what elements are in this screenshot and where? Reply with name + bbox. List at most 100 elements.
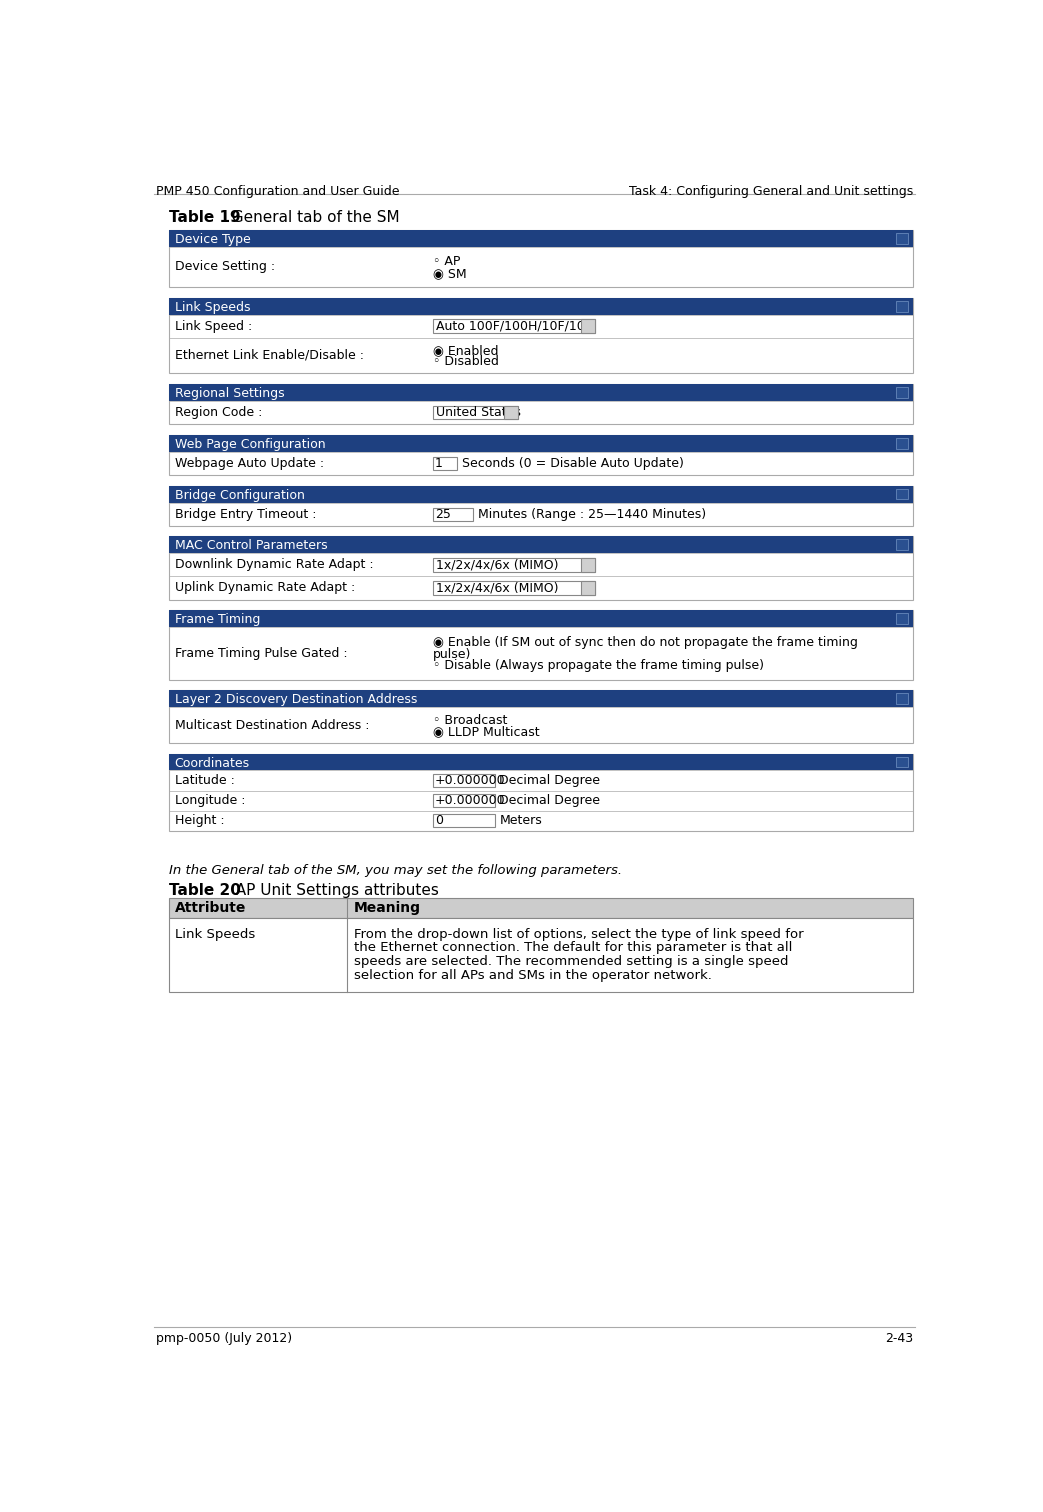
- Bar: [169, 298, 913, 314]
- Text: Regional Settings: Regional Settings: [174, 387, 284, 401]
- Text: ◉ LLDP Multicast: ◉ LLDP Multicast: [433, 726, 539, 738]
- Text: Meaning: Meaning: [354, 901, 420, 915]
- Bar: [433, 774, 494, 788]
- Text: –: –: [899, 491, 905, 500]
- Text: MAC Control Parameters: MAC Control Parameters: [174, 540, 328, 552]
- Bar: [896, 438, 908, 449]
- Text: –: –: [899, 615, 905, 626]
- Bar: [896, 756, 908, 768]
- Text: Attribute: Attribute: [175, 901, 247, 915]
- Text: –: –: [899, 440, 905, 451]
- Text: –: –: [899, 236, 905, 245]
- Text: ◉ Enabled: ◉ Enabled: [433, 343, 499, 357]
- Bar: [896, 540, 908, 550]
- Bar: [896, 233, 908, 243]
- Text: General tab of the SM: General tab of the SM: [222, 210, 399, 225]
- Bar: [433, 405, 518, 419]
- Bar: [896, 387, 908, 398]
- Bar: [433, 558, 596, 572]
- Bar: [896, 488, 908, 499]
- Bar: [169, 611, 913, 679]
- Bar: [169, 298, 913, 373]
- Bar: [169, 435, 913, 475]
- Text: Seconds (0 = Disable Auto Update): Seconds (0 = Disable Auto Update): [462, 457, 684, 470]
- Bar: [169, 753, 913, 771]
- Text: speeds are selected. The recommended setting is a single speed: speeds are selected. The recommended set…: [354, 956, 789, 968]
- Bar: [896, 614, 908, 624]
- Text: PMP 450 Configuration and User Guide: PMP 450 Configuration and User Guide: [156, 184, 399, 198]
- Text: ▼: ▼: [508, 408, 514, 417]
- Text: ◦ Disable (Always propagate the frame timing pulse): ◦ Disable (Always propagate the frame ti…: [433, 659, 763, 673]
- Text: Link Speed :: Link Speed :: [175, 319, 252, 333]
- Bar: [433, 794, 494, 807]
- Bar: [169, 485, 913, 526]
- Bar: [169, 753, 913, 830]
- Text: pulse): pulse): [433, 647, 471, 661]
- Text: Uplink Dynamic Rate Adapt :: Uplink Dynamic Rate Adapt :: [175, 582, 356, 594]
- Text: Link Speeds: Link Speeds: [175, 927, 256, 940]
- Text: –: –: [899, 759, 905, 770]
- Text: Frame Timing: Frame Timing: [174, 614, 260, 626]
- Text: Longitude :: Longitude :: [175, 794, 246, 807]
- Text: Height :: Height :: [175, 813, 225, 827]
- Bar: [896, 301, 908, 311]
- Bar: [169, 537, 913, 600]
- Bar: [581, 581, 596, 594]
- Bar: [169, 691, 913, 742]
- Text: +0.000000: +0.000000: [435, 794, 506, 807]
- Bar: [433, 319, 596, 333]
- Text: Latitude :: Latitude :: [175, 774, 236, 788]
- Text: 2-43: 2-43: [886, 1332, 913, 1344]
- Text: Minutes (Range : 25—1440 Minutes): Minutes (Range : 25—1440 Minutes): [478, 508, 706, 520]
- Text: Task 4: Configuring General and Unit settings: Task 4: Configuring General and Unit set…: [629, 184, 913, 198]
- Text: Web Page Configuration: Web Page Configuration: [174, 438, 325, 451]
- Bar: [169, 384, 913, 423]
- Text: Device Type: Device Type: [174, 233, 250, 246]
- Bar: [433, 457, 458, 470]
- Bar: [169, 485, 913, 502]
- Text: ◉ Enable (If SM out of sync then do not propagate the frame timing: ◉ Enable (If SM out of sync then do not …: [433, 637, 857, 649]
- Text: In the General tab of the SM, you may set the following parameters.: In the General tab of the SM, you may se…: [169, 865, 623, 877]
- Text: ▼: ▼: [585, 561, 591, 570]
- Bar: [169, 230, 913, 246]
- Bar: [433, 813, 494, 827]
- Text: the Ethernet connection. The default for this parameter is that all: the Ethernet connection. The default for…: [354, 942, 792, 954]
- Text: ◦ Disabled: ◦ Disabled: [433, 355, 499, 369]
- Bar: [169, 435, 913, 452]
- Text: 0: 0: [435, 813, 443, 827]
- Bar: [169, 537, 913, 553]
- Bar: [504, 405, 518, 419]
- Text: Bridge Configuration: Bridge Configuration: [174, 488, 305, 502]
- Text: –: –: [899, 302, 905, 313]
- Bar: [581, 558, 596, 572]
- Text: ◉ SM: ◉ SM: [433, 268, 466, 280]
- Text: –: –: [899, 696, 905, 706]
- Text: Decimal Degree: Decimal Degree: [500, 794, 601, 807]
- Text: Decimal Degree: Decimal Degree: [500, 774, 601, 788]
- Bar: [433, 581, 596, 594]
- Text: ▼: ▼: [585, 584, 591, 593]
- Text: ▼: ▼: [585, 322, 591, 331]
- Text: Table 19: Table 19: [169, 210, 241, 225]
- Text: selection for all APs and SMs in the operator network.: selection for all APs and SMs in the ope…: [354, 969, 711, 983]
- Text: –: –: [899, 541, 905, 552]
- Text: pmp-0050 (July 2012): pmp-0050 (July 2012): [156, 1332, 292, 1344]
- Text: Bridge Entry Timeout :: Bridge Entry Timeout :: [175, 508, 317, 520]
- Bar: [896, 694, 908, 705]
- Text: Webpage Auto Update :: Webpage Auto Update :: [175, 457, 324, 470]
- Text: Meters: Meters: [500, 813, 542, 827]
- Text: 1x/2x/4x/6x (MIMO): 1x/2x/4x/6x (MIMO): [436, 582, 558, 594]
- Text: Device Setting :: Device Setting :: [175, 260, 275, 274]
- Text: Auto 100F/100H/10F/10H: Auto 100F/100H/10F/10H: [436, 319, 593, 333]
- Bar: [169, 384, 913, 401]
- Text: Region Code :: Region Code :: [175, 405, 263, 419]
- Bar: [169, 230, 913, 287]
- Text: 25: 25: [435, 508, 451, 520]
- Text: United States: United States: [436, 405, 520, 419]
- Text: Downlink Dynamic Rate Adapt :: Downlink Dynamic Rate Adapt :: [175, 558, 374, 572]
- Bar: [581, 319, 596, 333]
- Text: Ethernet Link Enable/Disable :: Ethernet Link Enable/Disable :: [175, 349, 364, 361]
- Bar: [169, 918, 913, 992]
- Bar: [169, 898, 913, 918]
- Text: +0.000000: +0.000000: [435, 774, 506, 788]
